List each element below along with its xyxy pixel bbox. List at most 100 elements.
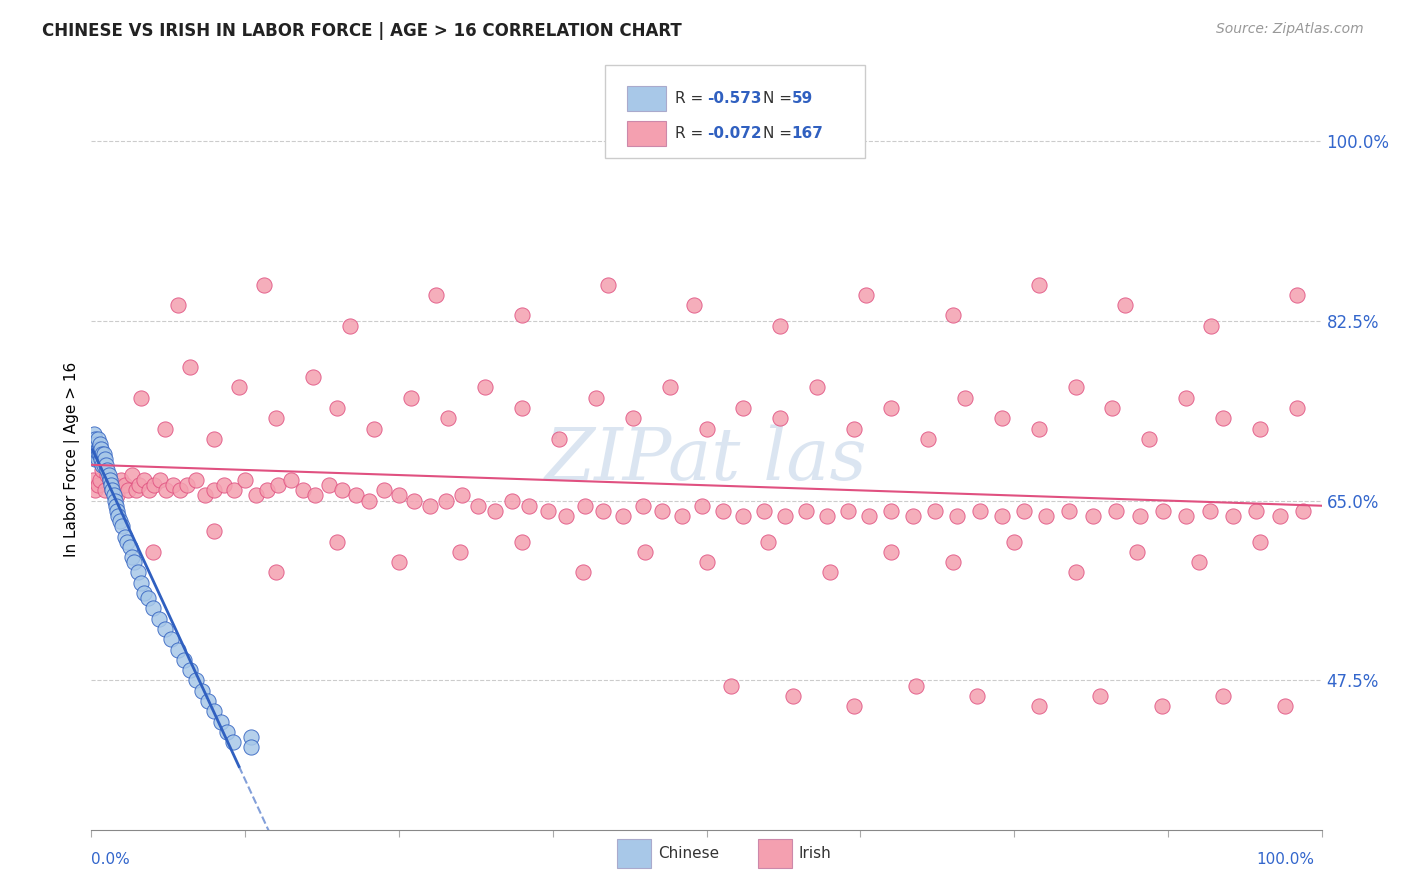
- Text: ZIPat las: ZIPat las: [546, 424, 868, 495]
- Point: [197, 694, 219, 708]
- Point: [990, 508, 1012, 523]
- Point: [105, 504, 128, 518]
- Point: [148, 612, 170, 626]
- Point: [1139, 432, 1161, 446]
- Point: [501, 493, 523, 508]
- Text: N =: N =: [763, 91, 797, 105]
- Point: [169, 483, 191, 498]
- Point: [115, 534, 138, 549]
- Point: [966, 689, 988, 703]
- Point: [96, 463, 118, 477]
- Point: [253, 277, 276, 292]
- Point: [1101, 401, 1123, 415]
- Point: [127, 566, 149, 580]
- Point: [105, 499, 127, 513]
- Y-axis label: In Labor Force | Age > 16: In Labor Force | Age > 16: [65, 362, 80, 557]
- Point: [683, 298, 706, 312]
- Point: [330, 483, 353, 498]
- Point: [94, 452, 117, 467]
- Point: [129, 575, 152, 590]
- Point: [318, 478, 340, 492]
- Point: [1012, 504, 1035, 518]
- Text: 100.0%: 100.0%: [1257, 852, 1315, 867]
- Point: [291, 483, 314, 498]
- Point: [91, 463, 114, 477]
- Point: [228, 380, 250, 394]
- Point: [304, 488, 326, 502]
- Point: [484, 504, 506, 518]
- Point: [83, 442, 105, 456]
- Point: [90, 442, 112, 456]
- Point: [1105, 504, 1128, 518]
- Point: [855, 288, 877, 302]
- Point: [98, 473, 121, 487]
- Point: [858, 508, 880, 523]
- Point: [98, 473, 121, 487]
- Point: [166, 298, 188, 312]
- Point: [212, 478, 235, 492]
- Point: [93, 458, 115, 472]
- Point: [97, 467, 120, 482]
- Point: [1268, 508, 1291, 523]
- Point: [83, 426, 105, 441]
- Text: R =: R =: [675, 127, 709, 141]
- Point: [136, 591, 159, 606]
- Point: [612, 508, 634, 523]
- Point: [756, 534, 779, 549]
- Point: [153, 622, 177, 636]
- Point: [176, 478, 198, 492]
- Point: [547, 432, 569, 446]
- Point: [1064, 380, 1087, 394]
- Point: [121, 467, 143, 482]
- Point: [363, 421, 385, 435]
- Point: [1035, 508, 1057, 523]
- Point: [344, 488, 367, 502]
- Point: [326, 401, 349, 415]
- Point: [326, 534, 349, 549]
- Point: [142, 545, 165, 559]
- Point: [769, 411, 792, 425]
- Point: [1175, 508, 1198, 523]
- Point: [103, 488, 125, 502]
- Point: [86, 447, 108, 461]
- Point: [107, 508, 129, 523]
- Point: [1292, 504, 1315, 518]
- Point: [142, 601, 165, 615]
- Point: [621, 411, 644, 425]
- Point: [574, 499, 596, 513]
- Point: [880, 504, 903, 518]
- Point: [104, 493, 127, 508]
- Point: [1274, 699, 1296, 714]
- Point: [222, 483, 246, 498]
- Point: [89, 447, 111, 461]
- Point: [134, 473, 156, 487]
- Point: [166, 642, 188, 657]
- Point: [806, 380, 828, 394]
- Point: [118, 540, 141, 554]
- Point: [202, 432, 225, 446]
- Point: [202, 704, 225, 718]
- Point: [1222, 508, 1244, 523]
- Point: [84, 483, 107, 498]
- Point: [339, 318, 361, 333]
- Point: [711, 504, 734, 518]
- Point: [114, 478, 136, 492]
- Point: [124, 555, 146, 569]
- Text: Irish: Irish: [799, 847, 831, 861]
- Point: [880, 401, 903, 415]
- Point: [449, 545, 471, 559]
- Point: [1175, 391, 1198, 405]
- Point: [1150, 699, 1173, 714]
- Point: [184, 673, 207, 688]
- Point: [1249, 421, 1271, 435]
- Text: 59: 59: [792, 91, 813, 105]
- Point: [733, 508, 755, 523]
- Point: [773, 508, 796, 523]
- Point: [1081, 508, 1104, 523]
- Point: [1198, 504, 1220, 518]
- Text: CHINESE VS IRISH IN LABOR FORCE | AGE > 16 CORRELATION CHART: CHINESE VS IRISH IN LABOR FORCE | AGE > …: [42, 22, 682, 40]
- Point: [209, 714, 232, 729]
- Point: [86, 432, 108, 446]
- Point: [904, 679, 927, 693]
- Point: [572, 566, 595, 580]
